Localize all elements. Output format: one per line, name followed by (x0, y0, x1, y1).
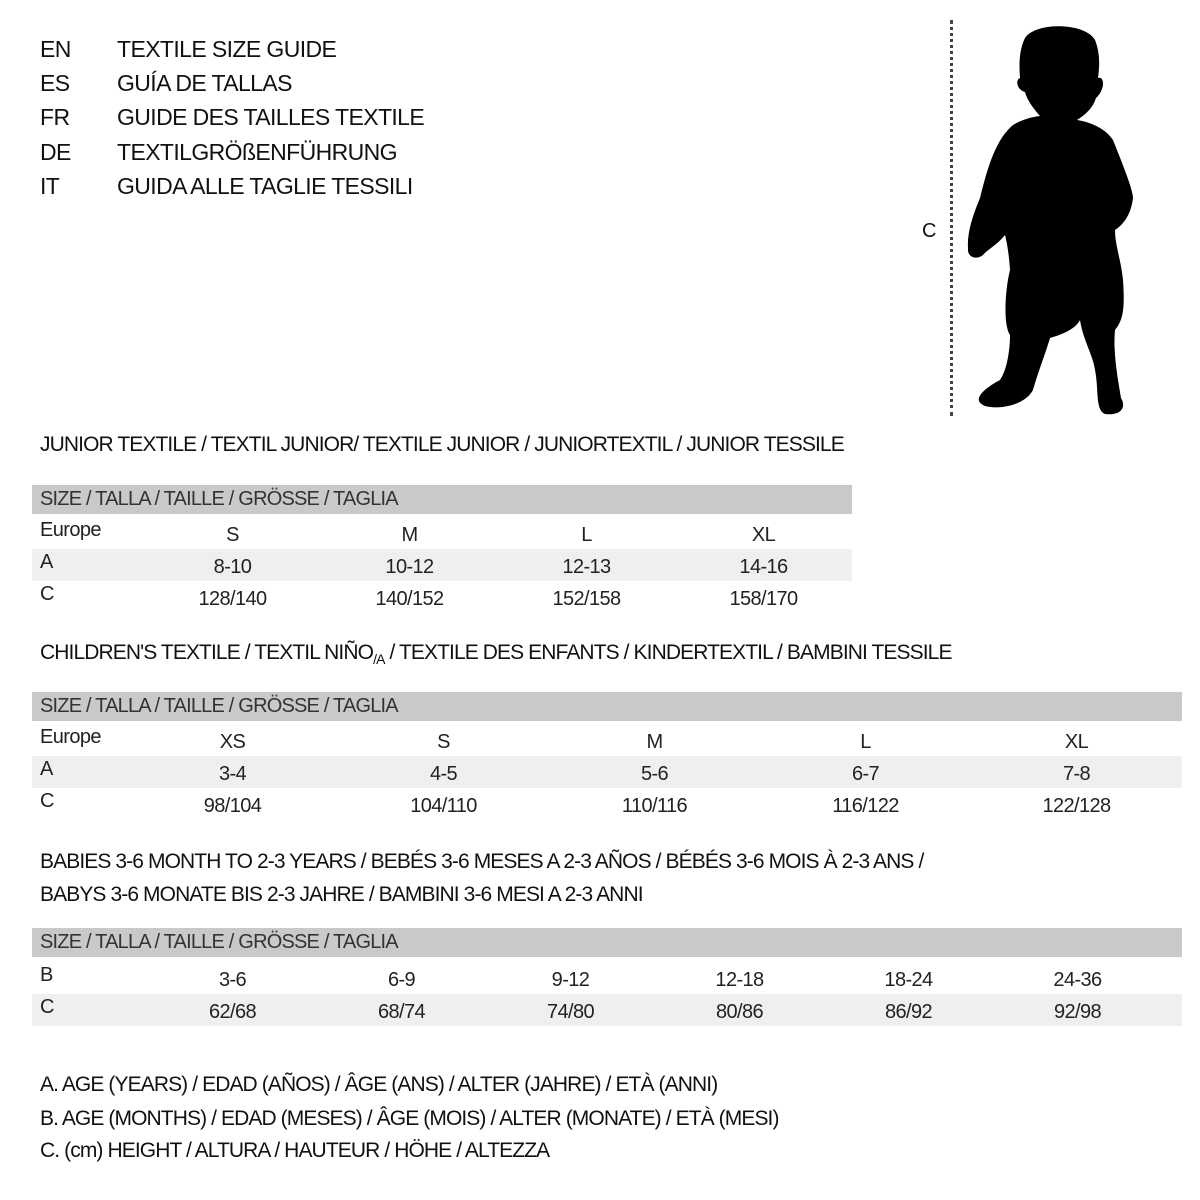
table-cell: 10-12 (385, 556, 434, 578)
table-row: A 3-4 4-5 5-6 6-7 7-8 (32, 756, 1182, 788)
table-cell: 104/110 (410, 795, 477, 817)
table-cell: S (437, 731, 450, 753)
table-row: C 98/104 104/110 110/116 116/122 122/128 (32, 788, 1182, 820)
table-header: SIZE / TALLA / TAILLE / GRÖSSE / TAGLIA (32, 928, 1182, 957)
children-section-title: CHILDREN'S TEXTILE / TEXTIL NIÑO/A / TEX… (40, 641, 952, 667)
table-cell: XS (219, 731, 246, 753)
lang-title: GUIDA ALLE TAGLIE TESSILI (117, 173, 413, 199)
table-cell: 110/116 (621, 795, 688, 817)
table-cell: 6-9 (387, 969, 416, 991)
table-cell: 8-10 (213, 556, 252, 578)
children-title-main: CHILDREN'S TEXTILE / TEXTIL NIÑO (40, 641, 374, 664)
table-cell: 5-6 (640, 763, 669, 785)
table-row: A 8-10 10-12 12-13 14-16 (32, 549, 852, 581)
lang-title: GUIDE DES TAILLES TEXTILE (117, 104, 425, 130)
height-label: C (922, 220, 936, 242)
row-label: B (40, 964, 53, 986)
table-cell: M (401, 524, 418, 546)
legend-a: A. AGE (YEARS) / EDAD (AÑOS) / ÂGE (ANS)… (40, 1073, 718, 1096)
table-header: SIZE / TALLA / TAILLE / GRÖSSE / TAGLIA (32, 485, 852, 514)
table-cell: XL (751, 524, 776, 546)
table-cell: L (860, 731, 871, 753)
table-cell: 6-7 (851, 763, 880, 785)
table-cell: XL (1064, 731, 1089, 753)
table-header: SIZE / TALLA / TAILLE / GRÖSSE / TAGLIA (32, 692, 1182, 721)
table-row: C 62/68 68/74 74/80 80/86 86/92 92/98 (32, 994, 1182, 1026)
child-silhouette-icon (967, 26, 1133, 415)
table-row: Europe S M L XL (32, 517, 852, 549)
table-cell: S (226, 524, 239, 546)
table-row: C 128/140 140/152 152/158 158/170 (32, 581, 852, 613)
lang-row-fr: FR GUIDE DES TAILLES TEXTILE (40, 104, 425, 131)
lang-row-en: EN TEXTILE SIZE GUIDE (40, 36, 337, 63)
height-dotted-line (950, 20, 953, 416)
lang-code: EN (40, 36, 71, 62)
table-cell: 3-6 (218, 969, 247, 991)
table-cell: 24-36 (1053, 969, 1102, 991)
junior-section-title: JUNIOR TEXTILE / TEXTIL JUNIOR/ TEXTILE … (40, 433, 845, 456)
table-cell: 92/98 (1053, 1001, 1102, 1023)
lang-code: DE (40, 139, 71, 165)
babies-section-title-line2: BABYS 3-6 MONATE BIS 2-3 JAHRE / BAMBINI… (40, 883, 644, 906)
table-cell: 86/92 (884, 1001, 933, 1023)
table-cell: 18-24 (884, 969, 933, 991)
table-cell: 80/86 (715, 1001, 764, 1023)
table-cell: 98/104 (203, 795, 262, 817)
children-title-rest: / TEXTILE DES ENFANTS / KINDERTEXTIL / B… (384, 641, 952, 664)
table-cell: L (581, 524, 592, 546)
row-label: A (40, 551, 53, 573)
table-cell: 152/158 (552, 588, 621, 610)
row-label: Europe (40, 726, 102, 748)
babies-size-table: SIZE / TALLA / TAILLE / GRÖSSE / TAGLIA B… (32, 928, 1182, 1026)
row-label: A (40, 758, 53, 780)
lang-title: TEXTILE SIZE GUIDE (117, 36, 337, 62)
table-cell: 122/128 (1042, 795, 1111, 817)
row-label: C (40, 996, 54, 1018)
table-row: Europe XS S M L XL (32, 724, 1182, 756)
table-cell: 116/122 (832, 795, 899, 817)
lang-row-de: DE TEXTILGRÖßENFÜHRUNG (40, 139, 398, 166)
table-cell: 158/170 (729, 588, 798, 610)
table-cell: 3-4 (218, 763, 247, 785)
table-cell: 12-18 (715, 969, 764, 991)
table-cell: 140/152 (375, 588, 444, 610)
row-label: Europe (40, 519, 102, 541)
lang-code: IT (40, 173, 60, 199)
table-cell: 7-8 (1062, 763, 1091, 785)
table-cell: M (646, 731, 663, 753)
table-cell: 12-13 (562, 556, 611, 578)
table-cell: 14-16 (739, 556, 788, 578)
table-cell: 62/68 (208, 1001, 257, 1023)
lang-code: FR (40, 104, 70, 130)
babies-section-title-line1: BABIES 3-6 MONTH TO 2-3 YEARS / BEBÉS 3-… (40, 850, 924, 873)
table-cell: 4-5 (429, 763, 458, 785)
junior-size-table: SIZE / TALLA / TAILLE / GRÖSSE / TAGLIA E… (32, 485, 852, 613)
lang-title: GUÍA DE TALLAS (117, 70, 292, 96)
lang-row-es: ES GUÍA DE TALLAS (40, 70, 292, 97)
lang-row-it: IT GUIDA ALLE TAGLIE TESSILI (40, 173, 413, 200)
children-size-table: SIZE / TALLA / TAILLE / GRÖSSE / TAGLIA E… (32, 692, 1182, 820)
table-cell: 128/140 (198, 588, 267, 610)
table-row: B 3-6 6-9 9-12 12-18 18-24 24-36 (32, 962, 1182, 994)
legend-b: B. AGE (MONTHS) / EDAD (MESES) / ÂGE (MO… (40, 1107, 779, 1130)
row-label: C (40, 790, 54, 812)
table-cell: 9-12 (551, 969, 590, 991)
row-label: C (40, 583, 54, 605)
table-cell: 68/74 (377, 1001, 426, 1023)
lang-title: TEXTILGRÖßENFÜHRUNG (117, 139, 398, 165)
children-title-suffix: /A (373, 651, 385, 667)
lang-code: ES (40, 70, 70, 96)
legend-c: C. (cm) HEIGHT / ALTURA / HAUTEUR / HÖHE… (40, 1139, 550, 1162)
table-cell: 74/80 (546, 1001, 595, 1023)
